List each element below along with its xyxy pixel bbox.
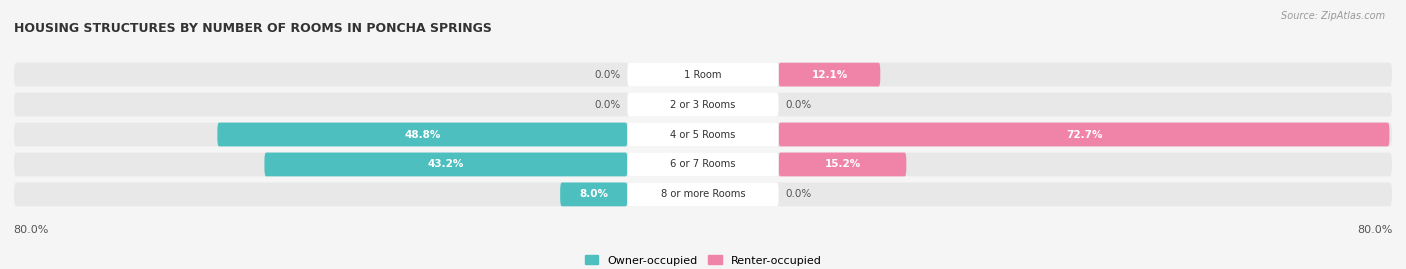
FancyBboxPatch shape	[14, 63, 1392, 87]
FancyBboxPatch shape	[627, 153, 779, 176]
Text: 0.0%: 0.0%	[786, 189, 811, 199]
FancyBboxPatch shape	[779, 123, 1389, 146]
FancyBboxPatch shape	[264, 153, 627, 176]
FancyBboxPatch shape	[627, 123, 779, 146]
FancyBboxPatch shape	[14, 182, 1392, 206]
Legend: Owner-occupied, Renter-occupied: Owner-occupied, Renter-occupied	[581, 251, 825, 269]
Text: Source: ZipAtlas.com: Source: ZipAtlas.com	[1281, 11, 1385, 21]
FancyBboxPatch shape	[14, 123, 1392, 146]
FancyBboxPatch shape	[14, 153, 1392, 176]
FancyBboxPatch shape	[627, 63, 779, 87]
Text: 2 or 3 Rooms: 2 or 3 Rooms	[671, 100, 735, 109]
Text: 48.8%: 48.8%	[404, 129, 440, 140]
Text: 8 or more Rooms: 8 or more Rooms	[661, 189, 745, 199]
Text: 0.0%: 0.0%	[595, 70, 620, 80]
Text: 72.7%: 72.7%	[1066, 129, 1102, 140]
FancyBboxPatch shape	[14, 93, 1392, 116]
Text: 1 Room: 1 Room	[685, 70, 721, 80]
FancyBboxPatch shape	[779, 153, 907, 176]
Text: 8.0%: 8.0%	[579, 189, 609, 199]
FancyBboxPatch shape	[779, 63, 880, 87]
FancyBboxPatch shape	[560, 182, 627, 206]
Text: 6 or 7 Rooms: 6 or 7 Rooms	[671, 160, 735, 169]
Text: 12.1%: 12.1%	[811, 70, 848, 80]
FancyBboxPatch shape	[218, 123, 627, 146]
Text: 0.0%: 0.0%	[595, 100, 620, 109]
Text: 43.2%: 43.2%	[427, 160, 464, 169]
FancyBboxPatch shape	[627, 182, 779, 206]
Text: 15.2%: 15.2%	[824, 160, 860, 169]
Text: 0.0%: 0.0%	[786, 100, 811, 109]
FancyBboxPatch shape	[627, 93, 779, 116]
Text: 4 or 5 Rooms: 4 or 5 Rooms	[671, 129, 735, 140]
Text: HOUSING STRUCTURES BY NUMBER OF ROOMS IN PONCHA SPRINGS: HOUSING STRUCTURES BY NUMBER OF ROOMS IN…	[14, 22, 492, 35]
